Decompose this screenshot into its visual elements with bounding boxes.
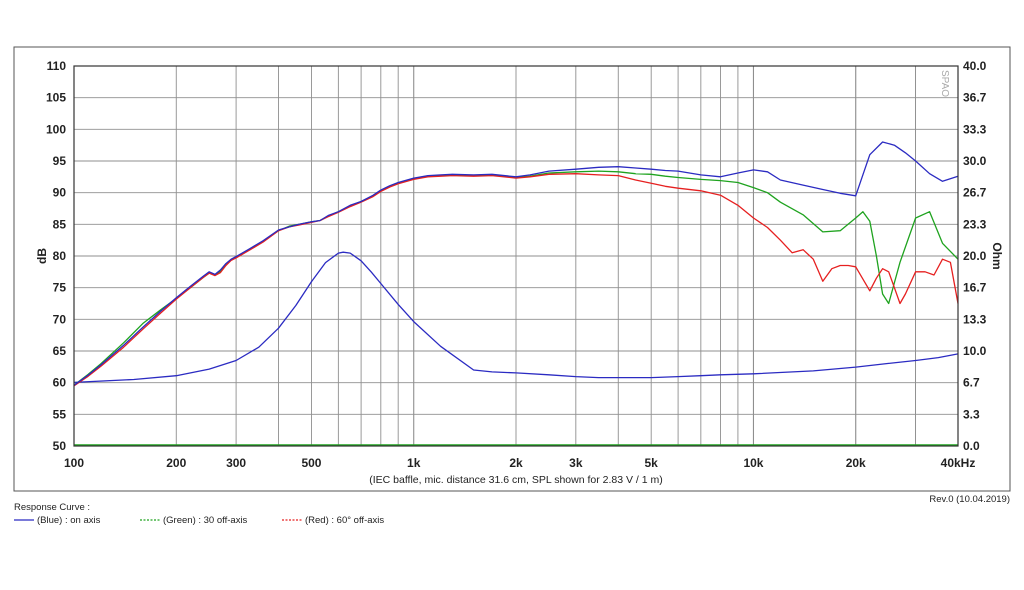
x-tick-label: 2k	[509, 456, 523, 470]
watermark-logo: SPAO	[939, 70, 950, 97]
series-line-blue	[73, 141, 959, 386]
y-right-tick-label: 26.7	[963, 186, 987, 200]
legend-entry: (Blue) : on axis	[37, 515, 101, 526]
x-tick-label: 300	[226, 456, 246, 470]
legend-title: Response Curve :	[14, 502, 90, 513]
x-tick-label: 5k	[645, 456, 659, 470]
y-right-tick-label: 3.3	[963, 407, 980, 421]
outer-frame	[13, 46, 1011, 492]
x-tick-label: 3k	[569, 456, 583, 470]
x-tick-label: 10k	[743, 456, 763, 470]
revision-label: Rev.0 (10.04.2019)	[929, 494, 1010, 505]
x-tick-label: 40kHz	[941, 456, 976, 470]
x-tick-label: 200	[166, 456, 186, 470]
y-right-tick-label: 6.7	[963, 376, 980, 390]
grid	[74, 65, 958, 447]
y-left-tick-label: 80	[53, 249, 67, 263]
y-right-tick-label: 13.3	[963, 312, 987, 326]
tick-labels: 50 55 60 65 70 75 80 85 90 95 100 105 110 0.0 3.3 6.7 10…	[46, 59, 987, 470]
y-right-tick-label: 23.3	[963, 217, 987, 231]
series-line-red	[73, 173, 959, 387]
series-group	[73, 141, 959, 387]
legend-entry: (Green) : 30 off-axis	[163, 515, 248, 526]
y-axis-right-label: Ohm	[990, 242, 1004, 269]
series-line-impedance	[73, 251, 959, 384]
x-tick-label: 100	[64, 456, 84, 470]
legend: (Blue) : on axis (Green) : 30 off-axis (Re…	[14, 515, 384, 526]
y-left-tick-label: 100	[46, 122, 66, 136]
x-tick-label: 1k	[407, 456, 421, 470]
y-right-tick-label: 10.0	[963, 344, 987, 358]
y-right-tick-label: 40.0	[963, 59, 987, 73]
x-tick-label: 500	[301, 456, 321, 470]
y-right-tick-label: 33.3	[963, 122, 987, 136]
y-left-tick-label: 90	[53, 186, 67, 200]
y-left-tick-label: 50	[53, 439, 67, 453]
legend-entry: (Red) : 60° off-axis	[305, 515, 384, 526]
y-axis-left-label: dB	[35, 248, 49, 264]
y-right-tick-label: 30.0	[963, 154, 987, 168]
y-left-tick-label: 110	[47, 59, 67, 73]
y-right-tick-label: 36.7	[963, 91, 987, 105]
y-left-tick-label: 60	[53, 376, 67, 390]
x-tick-label: 20k	[846, 456, 866, 470]
plot-frame	[73, 65, 959, 447]
chart-caption: (IEC baffle, mic. distance 31.6 cm, SPL …	[369, 474, 663, 486]
y-left-tick-label: 85	[53, 217, 67, 231]
y-left-tick-label: 95	[53, 154, 67, 168]
y-left-tick-label: 75	[53, 281, 67, 295]
y-left-tick-label: 70	[53, 312, 67, 326]
y-right-tick-label: 16.7	[963, 281, 987, 295]
y-right-tick-label: 0.0	[963, 439, 980, 453]
y-left-tick-label: 105	[46, 91, 66, 105]
y-left-tick-label: 65	[53, 344, 67, 358]
y-left-tick-label: 55	[53, 407, 67, 421]
y-right-tick-label: 20.0	[963, 249, 987, 263]
